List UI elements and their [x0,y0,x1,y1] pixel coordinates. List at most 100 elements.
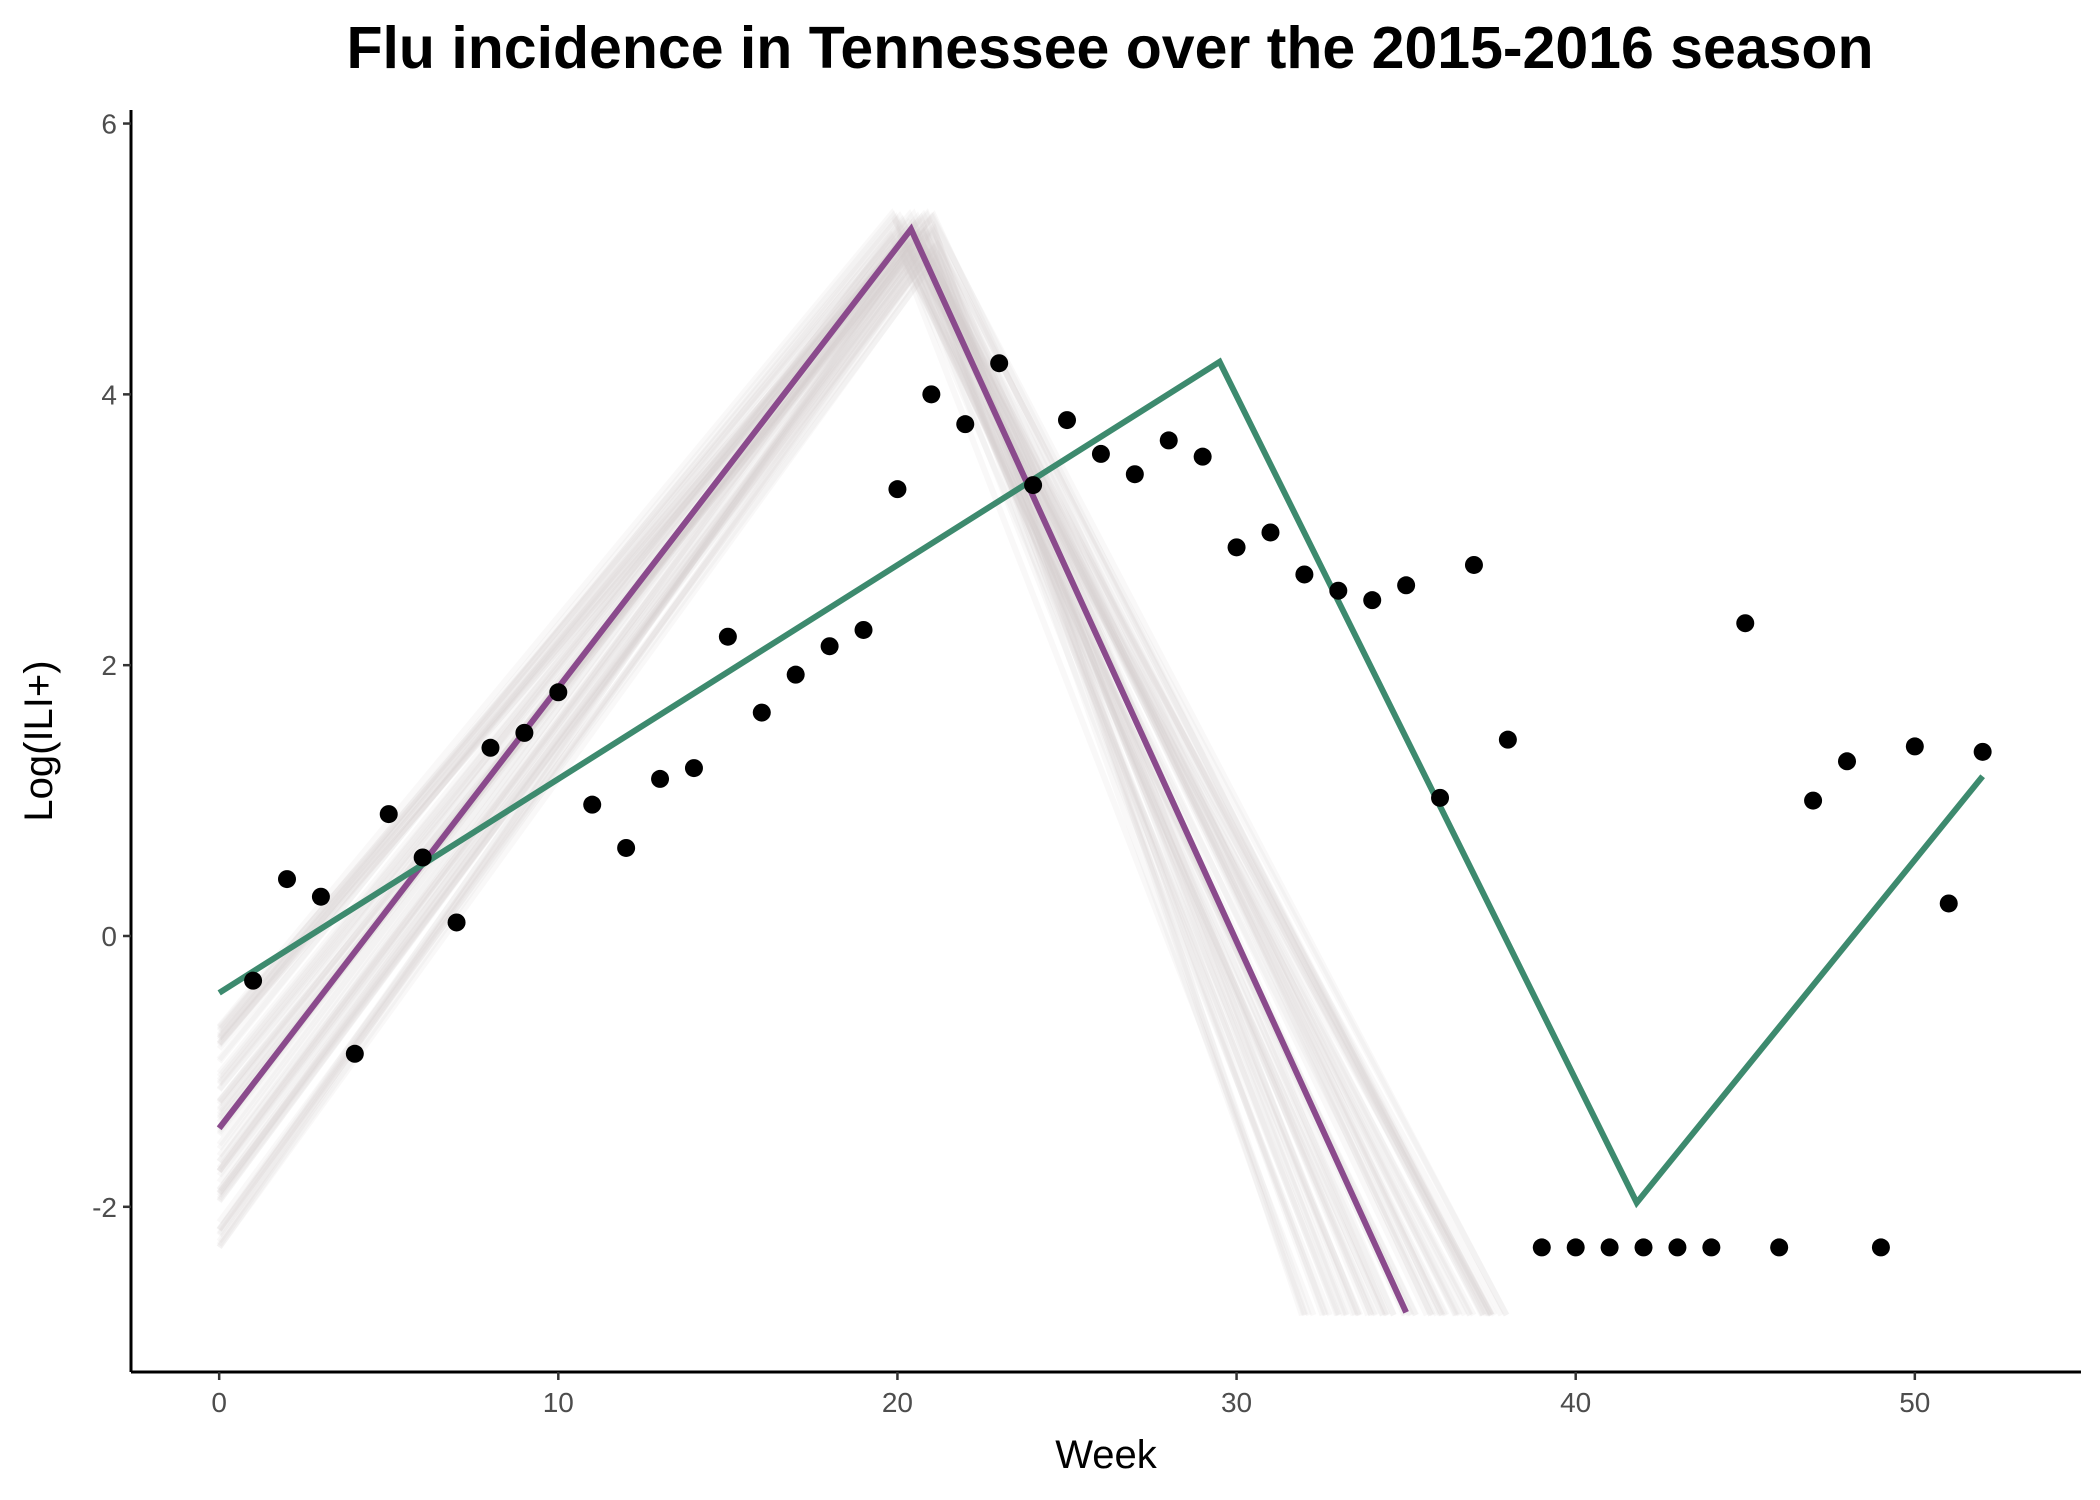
data-point [1871,1238,1890,1257]
posterior-sample-line [216,214,1380,1317]
data-point [990,354,1009,373]
posterior-sample-line [216,235,1326,1317]
data-point [1464,555,1483,574]
y-tick-label: 6 [101,109,117,140]
posterior-sample-line [216,232,1440,1317]
posterior-sample-line [216,250,1474,1317]
data-point [1905,737,1924,756]
posterior-sample-line [216,208,1461,1317]
posterior-sample-line [216,237,1495,1317]
fit-lines [216,223,1985,1314]
data-point [1329,581,1348,600]
data-point [1770,1238,1789,1257]
data-point [583,795,602,814]
posterior-sample-line [216,212,1473,1317]
x-tick-label: 50 [1899,1387,1930,1418]
y-tick-label: 0 [101,921,117,952]
posterior-sample-line [216,251,1448,1317]
y-tick-label: 4 [101,379,117,410]
posterior-sample-line [216,210,1378,1317]
data-point [1024,476,1043,495]
data-point [1295,565,1314,584]
data-point [1532,1238,1551,1257]
axes: 0 10 20 30 40 50 -2 0 2 4 6 [92,109,2081,1418]
data-point [854,620,873,639]
posterior-sample-line [216,240,1390,1317]
data-point [888,480,907,499]
y-tick-label: 2 [101,650,117,681]
data-point [1058,411,1076,430]
posterior-sample-line [216,211,1504,1317]
posterior-sample-line [216,226,1492,1317]
chart-title: Flu incidence in Tennessee over the 2015… [346,15,1873,81]
data-point [820,637,839,656]
data-point [651,769,670,788]
purple-fit-line [216,223,1409,1314]
posterior-sample-line [216,218,1343,1317]
posterior-sample-line [216,225,1490,1317]
data-point [1261,523,1280,542]
data-point [1736,614,1755,633]
data-point [922,385,941,404]
posterior-sample-line [216,211,1487,1317]
posterior-sample-line [216,219,1308,1317]
x-tick-label: 20 [882,1387,913,1418]
posterior-sample-line [216,210,1444,1317]
posterior-sample-line [216,211,1375,1317]
posterior-sample-lines [216,208,1510,1317]
posterior-sample-line [216,209,1450,1317]
posterior-sample-line [216,210,1359,1317]
posterior-sample-line [216,219,1312,1317]
data-point [447,913,466,932]
posterior-sample-line [216,223,1397,1317]
data-point [1193,447,1212,466]
data-point [481,738,500,757]
posterior-sample-line [216,242,1350,1317]
data-point [1804,791,1823,810]
posterior-sample-line [216,217,1459,1317]
data-point [718,627,737,646]
y-tick-label: -2 [92,1192,117,1223]
posterior-sample-line [216,212,1434,1317]
data-point [1397,576,1416,595]
data-point [1702,1238,1721,1257]
green-fit-line [217,357,1985,1209]
data-point [752,703,771,722]
data-point [311,887,330,906]
posterior-sample-line [216,250,1347,1317]
x-tick-label: 10 [543,1387,574,1418]
data-point [1125,465,1144,484]
posterior-sample-line [216,220,1309,1317]
data-point [1973,742,1992,761]
data-points [244,354,1992,1257]
posterior-sample-line [216,238,1460,1317]
data-point [956,415,975,434]
data-point [379,805,398,824]
data-point [684,759,703,778]
posterior-sample-line [216,208,1389,1317]
posterior-sample-line [216,218,1445,1317]
data-point [1159,431,1178,450]
x-tick-label: 0 [211,1387,227,1418]
y-axis-label: Log(ILI+) [17,660,61,821]
posterior-sample-line [216,236,1477,1317]
posterior-sample-line [216,225,1495,1317]
data-point [1091,444,1110,463]
data-point [278,870,296,889]
data-point [786,665,805,684]
data-point [617,838,636,857]
data-point [1227,538,1246,557]
data-point [1634,1238,1653,1257]
x-tick-label: 40 [1560,1387,1591,1418]
data-point [1600,1238,1619,1257]
data-point [1431,788,1450,807]
posterior-sample-line [216,248,1328,1317]
posterior-sample-line [216,239,1510,1317]
posterior-sample-line [216,244,1362,1317]
x-axis-label: Week [1055,1433,1158,1477]
x-tick-label: 30 [1221,1387,1252,1418]
data-point [413,848,432,867]
posterior-sample-line [216,242,1486,1317]
posterior-sample-line [216,249,1333,1317]
